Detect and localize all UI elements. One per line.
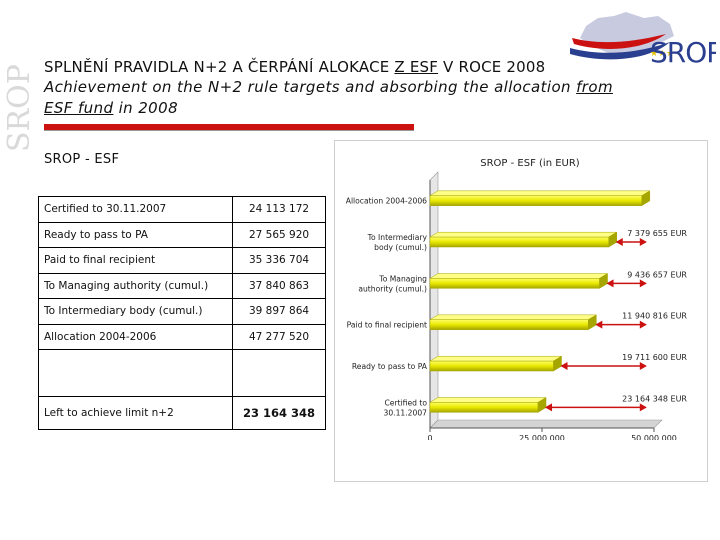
category-label: Certified to xyxy=(385,398,428,407)
table-row: Paid to final recipient 35 336 704 xyxy=(38,247,326,274)
row-value: 37 840 863 xyxy=(232,272,326,299)
category-label: To Managing xyxy=(378,274,427,283)
gap-arrow-head xyxy=(639,403,647,412)
bar-top xyxy=(429,397,547,403)
bar xyxy=(429,319,589,330)
gap-annotation: 19 711 600 EUR xyxy=(622,353,687,362)
bar-chart: SROP - ESF (in EUR) 0 25 000 000 50 000 00… xyxy=(346,158,688,440)
logo-star-icon: ★★★ xyxy=(650,49,674,59)
table-row: Ready to pass to PA 27 565 920 xyxy=(38,221,326,248)
gap-arrow-head xyxy=(545,403,553,412)
title-czech: SPLNĚNÍ PRAVIDLA N+2 A ČERPÁNÍ ALOKACE Z… xyxy=(44,58,546,76)
side-logo-text: SROP xyxy=(4,64,34,152)
srop-logo: ★★★ SROP xyxy=(570,12,716,69)
category-label: Paid to final recipient xyxy=(347,321,427,330)
data-table: Certified to 30.11.2007 24 113 172 Ready… xyxy=(38,196,326,430)
gap-arrow-head xyxy=(639,238,647,246)
category-label: 30.11.2007 xyxy=(384,408,428,417)
row-label: To Managing authority (cumul.) xyxy=(38,272,233,299)
gap-arrow-head xyxy=(615,238,623,246)
logo-swoosh-icon xyxy=(572,34,666,49)
row-label: Ready to pass to PA xyxy=(38,221,233,248)
side-logo: SROP xyxy=(4,64,34,152)
table-total-row: Left to achieve limit n+2 23 164 348 xyxy=(38,396,326,430)
bar xyxy=(429,360,554,372)
chart-title: SROP - ESF (in EUR) xyxy=(480,158,580,169)
chart-floor xyxy=(429,419,663,429)
x-tick-label: 25 000 000 xyxy=(519,434,565,440)
row-label: To Intermediary body (cumul.) xyxy=(38,298,233,325)
x-tick-label: 50 000 000 xyxy=(631,434,677,440)
table-spacer-row xyxy=(38,349,326,397)
gap-annotation: 23 164 348 EUR xyxy=(622,394,687,403)
row-label: Certified to 30.11.2007 xyxy=(38,196,233,223)
bar xyxy=(429,195,643,206)
bar xyxy=(429,236,609,248)
row-value: 35 336 704 xyxy=(232,247,326,274)
row-value: 24 113 172 xyxy=(232,196,326,223)
bar-top xyxy=(429,231,618,238)
bar xyxy=(429,278,600,289)
bar-end xyxy=(641,190,651,207)
title-rule xyxy=(44,124,414,130)
category-label: Ready to pass to PA xyxy=(352,362,428,371)
page-title: SPLNĚNÍ PRAVIDLA N+2 A ČERPÁNÍ ALOKACE Z… xyxy=(44,57,684,119)
row-value: 39 897 864 xyxy=(232,298,326,325)
x-tick-label: 0 xyxy=(427,434,432,440)
title-english: Achievement on the N+2 rule targets and … xyxy=(44,78,613,117)
gap-arrow-head xyxy=(639,320,647,329)
bar-top xyxy=(429,273,609,279)
gap-arrow-head xyxy=(639,279,647,288)
bar-top xyxy=(429,190,651,196)
gap-annotation: 7 379 655 EUR xyxy=(627,229,687,238)
table-row: Certified to 30.11.2007 24 113 172 xyxy=(38,196,326,223)
gap-arrow-head xyxy=(560,362,568,370)
gap-arrow-head xyxy=(639,362,647,370)
bar-top xyxy=(429,314,598,320)
category-label: authority (cumul.) xyxy=(358,284,427,293)
section-title: SROP - ESF xyxy=(44,152,120,167)
row-label: Allocation 2004-2006 xyxy=(38,323,233,350)
category-label: Allocation 2004-2006 xyxy=(346,197,427,206)
total-label: Left to achieve limit n+2 xyxy=(38,396,233,430)
chart-side-wall xyxy=(429,171,439,429)
title-divider xyxy=(44,130,414,131)
category-label: To Intermediary xyxy=(367,233,428,242)
table-row: To Intermediary body (cumul.) 39 897 864 xyxy=(38,298,326,325)
row-value: 47 277 520 xyxy=(232,323,326,350)
table-row: To Managing authority (cumul.) 37 840 86… xyxy=(38,272,326,299)
bar xyxy=(429,402,539,413)
total-value: 23 164 348 xyxy=(232,396,326,430)
row-value: 27 565 920 xyxy=(232,221,326,248)
gap-arrow-head xyxy=(606,279,614,288)
gap-arrow-head xyxy=(595,320,603,329)
table-row: Allocation 2004-2006 47 277 520 xyxy=(38,323,326,350)
gap-annotation: 11 940 816 EUR xyxy=(622,312,687,321)
row-label: Paid to final recipient xyxy=(38,247,233,274)
category-label: body (cumul.) xyxy=(374,243,427,252)
gap-annotation: 9 436 657 EUR xyxy=(627,270,687,279)
logo-text: SROP xyxy=(650,36,716,69)
bar-top xyxy=(429,355,563,362)
